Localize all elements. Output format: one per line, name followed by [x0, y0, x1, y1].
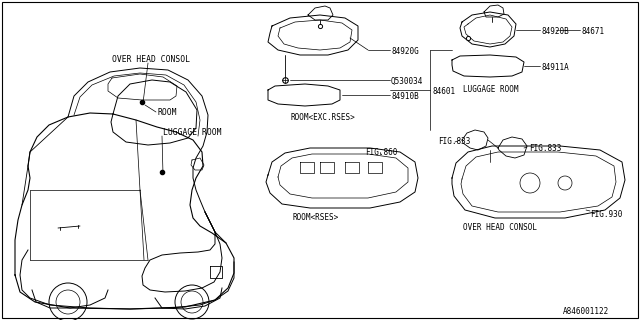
Text: FIG.860: FIG.860 [365, 148, 397, 157]
Text: ROOM<RSES>: ROOM<RSES> [293, 213, 339, 222]
Text: LUGGAGE ROOM: LUGGAGE ROOM [163, 128, 221, 137]
Text: 84920G: 84920G [391, 47, 419, 56]
Text: OVER HEAD CONSOL: OVER HEAD CONSOL [463, 223, 537, 232]
Text: OVER HEAD CONSOL: OVER HEAD CONSOL [112, 55, 190, 64]
Text: ROOM: ROOM [157, 108, 177, 117]
Text: FIG.833: FIG.833 [529, 144, 561, 153]
Text: 84671: 84671 [581, 27, 604, 36]
Text: 84911A: 84911A [541, 63, 569, 72]
Text: Q530034: Q530034 [391, 77, 424, 86]
Text: ROOM<EXC.RSES>: ROOM<EXC.RSES> [290, 113, 355, 122]
Text: FIG.930: FIG.930 [590, 210, 622, 219]
Text: 84601: 84601 [432, 87, 455, 96]
Text: 84920B: 84920B [541, 27, 569, 36]
Text: A846001122: A846001122 [563, 307, 609, 316]
Text: LUGGAGE ROOM: LUGGAGE ROOM [463, 85, 518, 94]
Text: FIG.833: FIG.833 [438, 137, 470, 146]
Text: 84910B: 84910B [391, 92, 419, 101]
